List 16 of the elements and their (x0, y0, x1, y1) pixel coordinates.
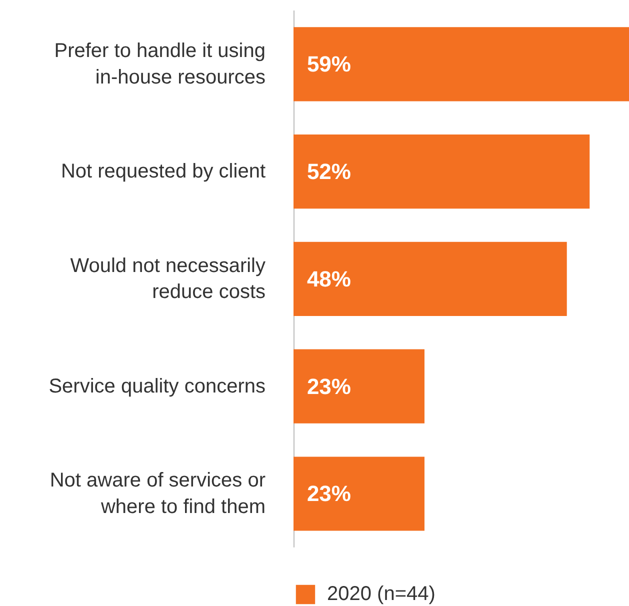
data-label: 52% (306, 159, 351, 184)
y-tick-label: Prefer to handle it using in-house resources (54, 40, 266, 88)
bar (294, 456, 424, 531)
data-label: 23% (306, 481, 351, 506)
bar (294, 27, 629, 102)
y-tick-label: Service quality concerns (48, 375, 266, 398)
bar (294, 134, 590, 209)
y-tick-label: Would not necessarily reduce costs (70, 254, 266, 304)
data-label: 59% (306, 52, 351, 77)
y-tick-label: Not requested by client (60, 160, 266, 183)
data-label: 48% (306, 266, 351, 292)
bar (294, 349, 424, 424)
y-tick-label: Not aware of services or where to find them (50, 470, 266, 518)
legend-label: 2020 (n=44) (327, 582, 436, 606)
data-label: 23% (306, 374, 351, 399)
bar (294, 242, 567, 316)
